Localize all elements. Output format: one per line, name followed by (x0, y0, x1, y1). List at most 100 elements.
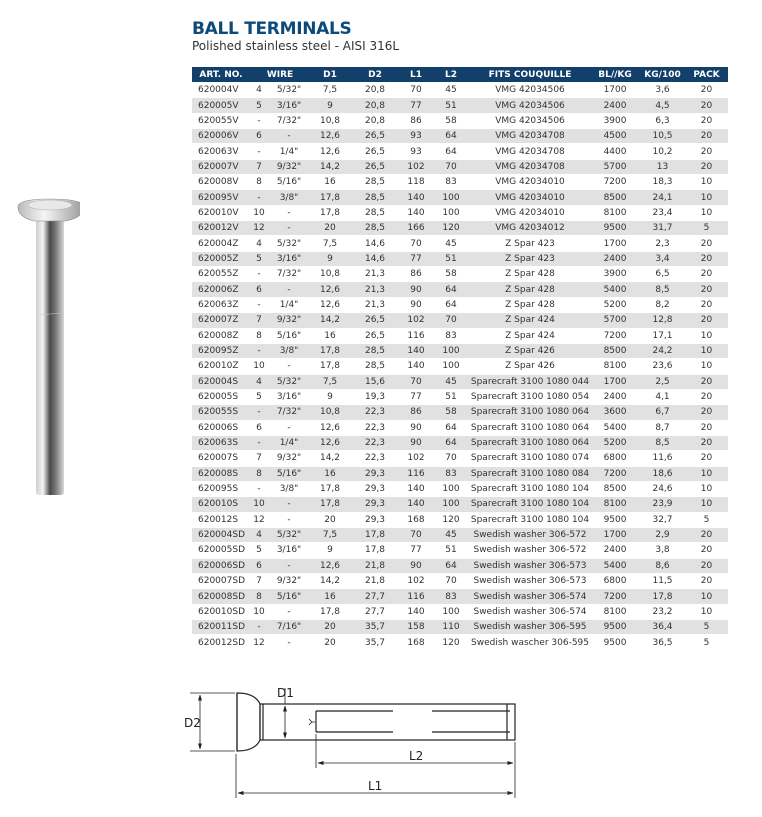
table-row: 620008V 8 5/16" 16 28,5 118 83 VMG 42034010 7200… (192, 174, 729, 191)
cell-bl-kg: 1700 (590, 527, 641, 544)
cell-kg-100: 18,6 (640, 466, 686, 482)
cell-wire-inch: - (268, 281, 311, 298)
cell-wire-size: 6 (250, 281, 268, 298)
cell-d2: 28,5 (350, 358, 401, 375)
cell-kg-100: 32,7 (640, 512, 686, 528)
cell-pack: 5 (685, 220, 729, 237)
cell-l1: 140 (400, 205, 433, 222)
cell-d2: 26,5 (350, 312, 401, 329)
table-row: 620004Z 4 5/32" 7,5 14,6 70 45 Z Spar 423 1700 2,… (192, 235, 729, 252)
cell-fits: Sparecraft 3100 1080 054 (470, 389, 591, 406)
cell-l2: 51 (432, 389, 471, 406)
cell-d2: 35,7 (350, 619, 401, 636)
cell-pack: 20 (685, 542, 729, 559)
cell-wire-inch: 9/32" (268, 573, 311, 590)
table-row: 620008SD 8 5/16" 16 27,7 116 83 Swedish washer … (192, 588, 729, 605)
cell-fits: Swedish washer 306-595 (470, 619, 591, 636)
cell-kg-100: 24,2 (640, 343, 686, 360)
cell-kg-100: 4,5 (640, 97, 686, 114)
cell-fits: Z Spar 428 (470, 266, 591, 283)
cell-wire-size: 7 (250, 573, 268, 590)
cell-d1: 16 (310, 588, 351, 605)
cell-wire-inch: 1/4" (268, 143, 311, 160)
cell-fits: Sparecraft 3100 1080 074 (470, 450, 591, 467)
table-row: 620005Z 5 3/16" 9 14,6 77 51 Z Spar 423 2400 3,4 2… (192, 251, 729, 268)
cell-fits: Sparecraft 3100 1080 064 (470, 404, 591, 421)
cell-pack: 10 (685, 466, 729, 482)
cell-wire-inch: 5/32" (268, 374, 311, 390)
table-row: 620006SD 6-12,6 21,8 90 64 Swedish washer 306… (192, 558, 729, 575)
cell-pack: 20 (685, 404, 729, 421)
cell-d2: 26,5 (350, 159, 401, 176)
cell-l2: 100 (432, 481, 471, 498)
cell-wire-size: 12 (250, 220, 268, 237)
cell-fits: Z Spar 428 (470, 297, 591, 314)
cell-d1: 12,6 (310, 281, 351, 298)
cell-bl-kg: 8100 (590, 604, 641, 621)
cell-d2: 28,5 (350, 189, 401, 206)
cell-pack: 10 (685, 328, 729, 344)
cell-d1: 9 (310, 251, 351, 268)
cell-wire-inch: 3/8" (268, 481, 311, 498)
table-row: 620004V 4 5/32" 7,5 20,8 70 45 VMG 42034506 1700… (192, 82, 729, 99)
cell-l1: 102 (400, 312, 433, 329)
cell-kg-100: 4,1 (640, 389, 686, 406)
cell-bl-kg: 5200 (590, 297, 641, 314)
cell-wire-size: 12 (250, 634, 268, 651)
cell-kg-100: 24,6 (640, 481, 686, 498)
cell-bl-kg: 8100 (590, 358, 641, 375)
cell-l1: 102 (400, 159, 433, 176)
cell-wire-size: - (250, 619, 268, 636)
cell-bl-kg: 1700 (590, 82, 641, 99)
cell-art-no: 620005S (192, 389, 250, 406)
cell-wire-inch: 5/32" (268, 235, 311, 252)
cell-bl-kg: 5200 (590, 435, 641, 452)
cell-fits: Sparecraft 3100 1080 104 (470, 496, 591, 513)
cell-l2: 64 (432, 143, 471, 160)
cell-d2: 21,3 (350, 266, 401, 283)
cell-pack: 10 (685, 205, 729, 222)
cell-art-no: 620095S (192, 481, 250, 498)
cell-wire-size: 10 (250, 205, 268, 222)
cell-d1: 17,8 (310, 481, 351, 498)
cell-kg-100: 23,9 (640, 496, 686, 513)
cell-fits: Sparecraft 3100 1080 104 (470, 481, 591, 498)
cell-fits: Z Spar 428 (470, 281, 591, 298)
cell-bl-kg: 7200 (590, 328, 641, 344)
cell-d1: 20 (310, 619, 351, 636)
page-title: BALL TERMINALS (192, 19, 352, 39)
table-row: 620004S 4 5/32" 7,5 15,6 70 45 Sparecraft 3100 … (192, 374, 729, 390)
cell-art-no: 620005SD (192, 542, 250, 559)
cell-wire-inch: 7/32" (268, 266, 311, 283)
cell-wire-inch: - (268, 358, 311, 375)
cell-l1: 90 (400, 435, 433, 452)
ball-terminal-photo (17, 198, 80, 495)
table-row: 620007V 7 9/32" 14,2 26,5 102 70 VMG 42034708 57… (192, 159, 729, 176)
cell-art-no: 620012SD (192, 634, 250, 651)
cell-wire-size: - (250, 404, 268, 421)
cell-bl-kg: 9500 (590, 619, 641, 636)
cell-bl-kg: 7200 (590, 174, 641, 191)
cell-wire-size: 7 (250, 312, 268, 329)
cell-bl-kg: 2400 (590, 251, 641, 268)
cell-kg-100: 18,3 (640, 174, 686, 191)
cell-wire-inch: 5/16" (268, 174, 311, 191)
cell-pack: 10 (685, 496, 729, 513)
cell-d2: 28,5 (350, 220, 401, 237)
cell-l1: 86 (400, 266, 433, 283)
cell-l1: 168 (400, 512, 433, 528)
table-row: 620006S 6-12,6 22,3 90 64 Sparecraft 3100 108… (192, 420, 729, 436)
cell-fits: Swedish washer 306-572 (470, 542, 591, 559)
table-row: 620007S 7 9/32" 14,2 22,3 102 70 Sparecraft 310… (192, 450, 729, 467)
cell-wire-size: - (250, 113, 268, 130)
cell-l2: 83 (432, 174, 471, 191)
ball-terminals-table: ART. NO. WIRE D1 D2 L1 L2 FITS COUQUILLE… (192, 67, 729, 651)
cell-art-no: 620011SD (192, 619, 250, 636)
cell-d1: 7,5 (310, 527, 351, 544)
cell-art-no: 620005V (192, 97, 250, 114)
cell-wire-inch: 3/16" (268, 542, 311, 559)
cell-d2: 15,6 (350, 374, 401, 390)
cell-art-no: 620007Z (192, 312, 250, 329)
cell-fits: Sparecraft 3100 1080 064 (470, 420, 591, 436)
cell-l1: 140 (400, 604, 433, 621)
